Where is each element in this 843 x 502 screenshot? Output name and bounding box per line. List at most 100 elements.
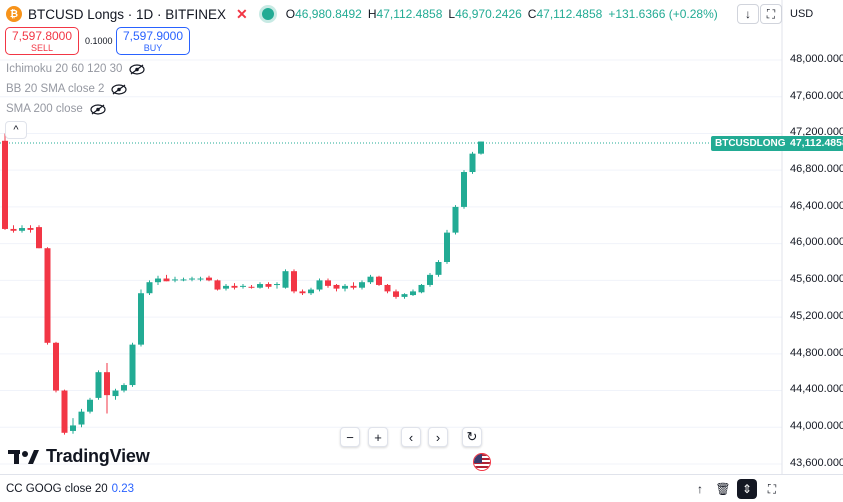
zoom-out-button[interactable]: − <box>340 427 360 447</box>
price-tick: 48,000.0000 <box>790 53 843 65</box>
candle[interactable] <box>248 284 255 289</box>
candle[interactable] <box>282 269 289 289</box>
candle[interactable] <box>206 275 212 282</box>
candle[interactable] <box>172 276 178 283</box>
candle[interactable] <box>138 289 144 347</box>
candle[interactable] <box>299 289 306 296</box>
candle[interactable] <box>180 277 187 282</box>
indicator-sma[interactable]: SMA 200 close <box>6 103 106 115</box>
scroll-left-button[interactable]: ‹ <box>401 427 421 447</box>
candle[interactable] <box>78 408 85 428</box>
eye-off-icon[interactable] <box>129 63 145 75</box>
candle[interactable] <box>265 282 272 289</box>
candle[interactable] <box>308 287 314 296</box>
candle[interactable] <box>291 269 297 294</box>
candle[interactable] <box>393 289 399 299</box>
tradingview-logo[interactable]: TradingView <box>8 446 150 467</box>
candle[interactable] <box>129 342 136 387</box>
candle[interactable] <box>61 389 68 435</box>
candle-body <box>401 294 408 297</box>
buy-button[interactable]: 7,597.9000 BUY <box>116 27 190 55</box>
candle[interactable] <box>316 278 323 292</box>
candle[interactable] <box>197 276 204 282</box>
candle-body <box>61 390 68 433</box>
market-status-icon[interactable] <box>261 8 274 20</box>
indicator-ichimoku[interactable]: Ichimoku 20 60 120 30 <box>6 63 145 75</box>
candle[interactable] <box>401 293 408 299</box>
trash-icon[interactable]: 🗑 <box>715 482 731 496</box>
candle-body <box>342 285 348 289</box>
candle[interactable] <box>231 283 238 290</box>
candle[interactable] <box>461 170 467 209</box>
candle[interactable] <box>146 280 153 296</box>
arrow-up-icon[interactable]: ↑ <box>697 482 703 496</box>
candle[interactable] <box>104 363 110 414</box>
candle[interactable] <box>240 284 246 289</box>
candle[interactable] <box>214 279 221 291</box>
candle[interactable] <box>350 282 357 290</box>
candle[interactable] <box>70 418 76 434</box>
candle[interactable] <box>435 260 442 277</box>
candle[interactable] <box>19 225 25 233</box>
candle[interactable] <box>189 276 195 282</box>
candle[interactable] <box>325 278 331 288</box>
candle[interactable] <box>87 397 93 414</box>
candle[interactable] <box>444 229 450 264</box>
candle-body <box>308 289 314 294</box>
eye-off-icon[interactable] <box>111 83 128 95</box>
pane-indicator[interactable]: CC GOOG close 20 0.23 <box>6 483 134 495</box>
fullscreen-icon[interactable]: ⛶ <box>760 4 782 24</box>
candle[interactable] <box>342 284 348 292</box>
expand-vertical-icon[interactable]: ⇕ <box>737 479 757 499</box>
candle[interactable] <box>121 383 127 393</box>
candle-body <box>367 276 374 283</box>
indicator-bb[interactable]: BB 20 SMA close 2 <box>6 83 128 95</box>
candle[interactable] <box>163 274 170 282</box>
candle[interactable] <box>418 284 425 294</box>
chevron-up-icon[interactable]: ^ <box>5 121 27 139</box>
price-tick: 44,000.0000 <box>790 420 843 432</box>
fullscreen-icon[interactable]: ⛶ <box>767 481 777 496</box>
us-flag-icon[interactable] <box>473 453 491 471</box>
candle-body <box>291 271 297 292</box>
candle[interactable] <box>53 341 59 393</box>
candle[interactable] <box>155 275 161 285</box>
candle[interactable] <box>274 282 280 289</box>
reset-chart-button[interactable]: ↻ <box>462 427 482 447</box>
candle[interactable] <box>10 225 17 233</box>
arrow-down-icon[interactable]: ↓ <box>737 4 759 24</box>
candle[interactable] <box>333 284 340 292</box>
indicator-pane[interactable]: CC GOOG close 20 0.23 ↑ 🗑 ⇕ ⛶ <box>0 474 843 502</box>
candle[interactable] <box>223 284 229 291</box>
candle[interactable] <box>2 133 8 230</box>
candle[interactable] <box>95 370 102 400</box>
candle[interactable] <box>469 151 476 174</box>
scroll-right-button[interactable]: › <box>428 427 448 447</box>
currency-label[interactable]: USD <box>790 8 814 20</box>
candle[interactable] <box>44 247 51 345</box>
candle[interactable] <box>478 141 484 155</box>
candle[interactable] <box>384 284 391 294</box>
eye-off-icon[interactable] <box>90 103 106 115</box>
close-icon[interactable]: ✕ <box>236 5 248 22</box>
high-key: H <box>367 7 377 21</box>
candle[interactable] <box>257 282 263 289</box>
candle[interactable] <box>36 225 42 249</box>
price-tick: 46,800.0000 <box>790 163 843 175</box>
candle[interactable] <box>410 289 416 296</box>
candle[interactable] <box>452 205 459 235</box>
candle[interactable] <box>367 274 374 285</box>
candle-body <box>10 228 17 231</box>
sell-button[interactable]: 7,597.8000 SELL <box>5 27 79 55</box>
candle-body <box>223 285 229 289</box>
candle[interactable] <box>427 273 433 287</box>
candle[interactable] <box>112 388 119 400</box>
zoom-in-button[interactable]: + <box>368 427 388 447</box>
candle[interactable] <box>376 275 382 286</box>
candle[interactable] <box>359 280 365 290</box>
symbol-title[interactable]: BTCUSD Longs · 1D · BITFINEX <box>28 6 227 22</box>
close-key: C <box>527 7 537 21</box>
candle[interactable] <box>27 225 34 233</box>
